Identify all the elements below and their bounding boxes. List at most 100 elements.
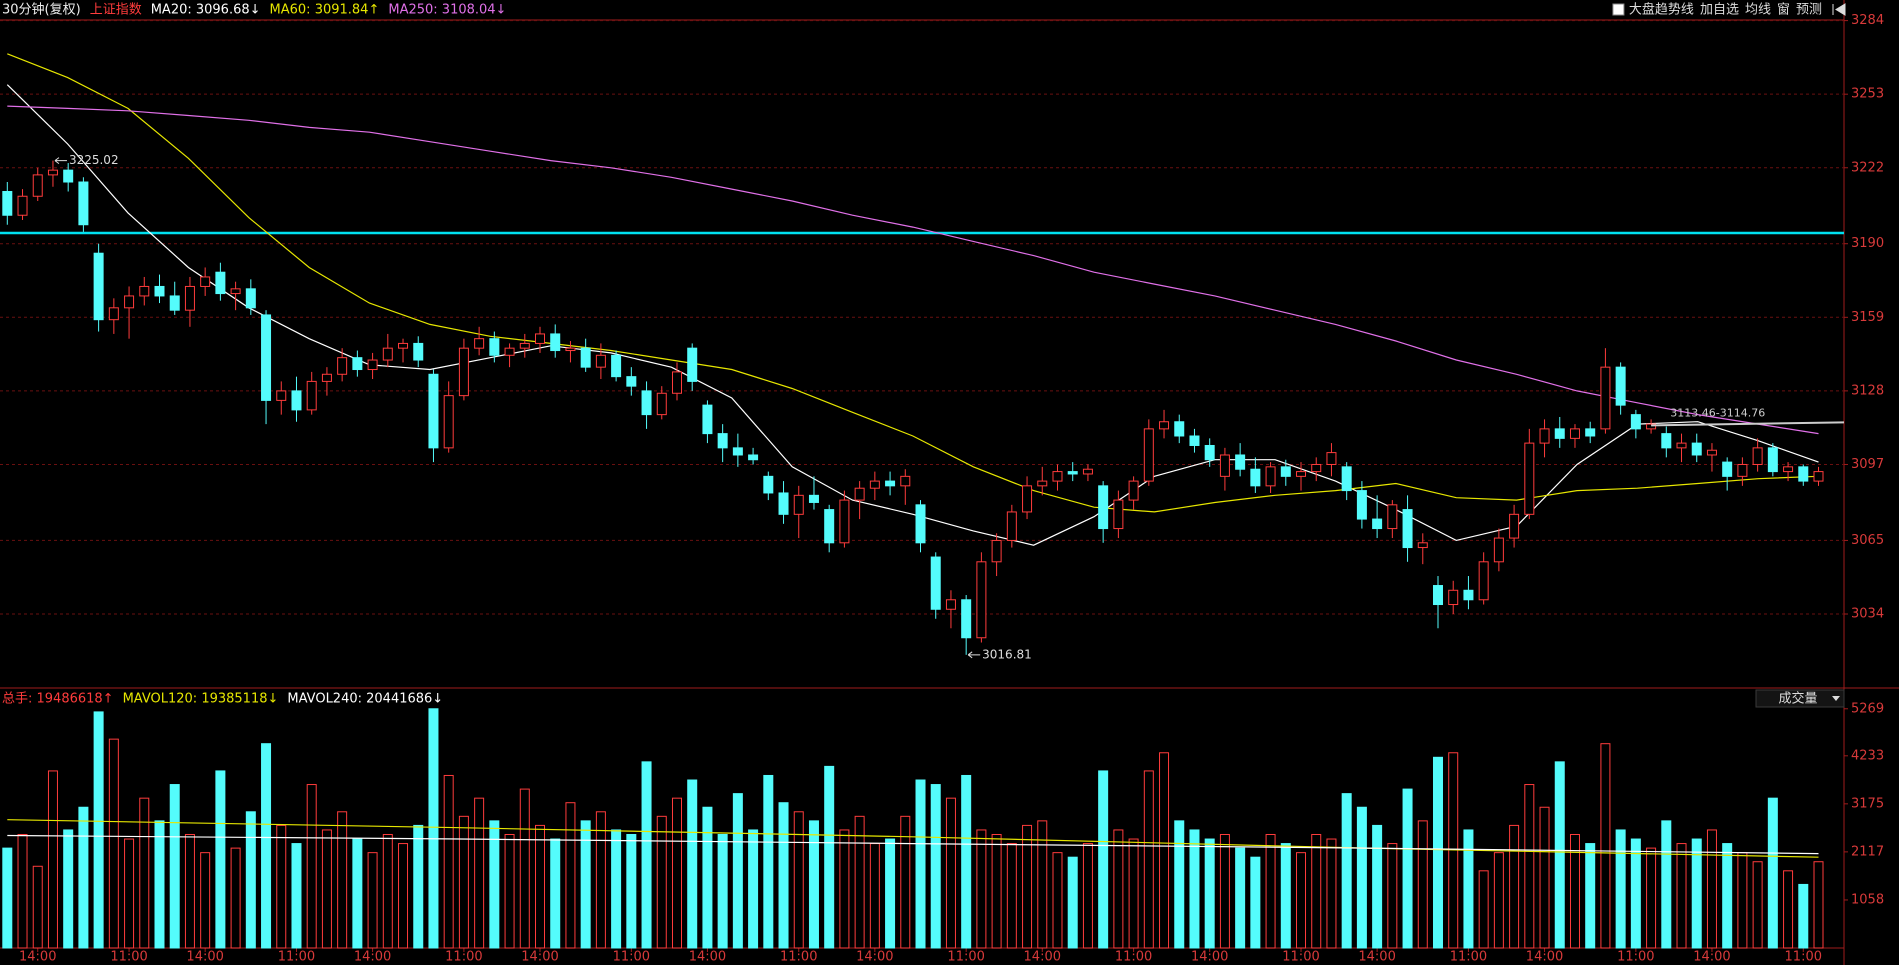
y-tick-label: 1058 [1851, 892, 1884, 907]
candle-body [1554, 428, 1565, 439]
volume-bar [1265, 833, 1276, 949]
volume-bar [1478, 870, 1489, 949]
x-tick-label: 14:00 [1693, 950, 1730, 965]
candle-body [611, 354, 622, 378]
volume-bar [991, 833, 1002, 949]
x-tick-label: 11:00 [445, 950, 482, 965]
dropdown-arrow[interactable] [1832, 696, 1840, 701]
candle-body [1722, 461, 1733, 477]
candle-body [276, 390, 287, 401]
volume-bar [900, 815, 911, 949]
volume-bar [1250, 856, 1261, 949]
candle-body [930, 556, 941, 610]
candle-body [1463, 589, 1474, 601]
volume-bar [428, 708, 439, 949]
candle-body [1767, 447, 1778, 473]
legend-entry: MA250: 3108.04↓ [388, 3, 506, 18]
candle-body [1022, 485, 1033, 513]
candle-body [1630, 414, 1641, 430]
candle-body [458, 347, 469, 397]
toolbar-button[interactable]: 大盘趋势线 [1629, 2, 1694, 18]
candle-body [1159, 421, 1170, 430]
indicator-selector[interactable] [1755, 689, 1845, 708]
toolbar-button[interactable]: 窗 [1777, 2, 1790, 18]
candle-body [245, 288, 256, 309]
x-tick-label: 14:00 [1191, 950, 1228, 965]
candle-body [1539, 428, 1550, 444]
volume-bar [1767, 797, 1778, 949]
volume-bar [367, 852, 378, 949]
x-tick-label: 11:00 [1617, 950, 1654, 965]
volume-bar [1372, 824, 1383, 949]
candle-body [839, 499, 850, 544]
candle-body [945, 599, 956, 610]
y-tick-label: 2117 [1851, 844, 1884, 859]
candle-body [1569, 428, 1580, 439]
candle-body [748, 454, 759, 461]
indicator-selector-label[interactable]: 成交量 [1778, 691, 1817, 707]
volume-bar [961, 774, 972, 949]
candle-body [550, 333, 561, 352]
candle-body [504, 347, 515, 356]
volume-bar [1022, 824, 1033, 949]
x-tick-label: 11:00 [1115, 950, 1152, 965]
volume-bar [169, 784, 180, 949]
candle-body [382, 347, 393, 361]
volume-bar [1280, 843, 1291, 949]
candle-body [200, 276, 211, 287]
x-tick-label: 11:00 [947, 950, 984, 965]
candle-body [1432, 585, 1443, 606]
candle-body [1478, 561, 1489, 601]
candle-body [1798, 466, 1809, 482]
collapse-icon[interactable] [1832, 3, 1846, 16]
volume-bar [869, 843, 880, 949]
candle-body [1296, 471, 1307, 477]
candle-body [1311, 463, 1322, 473]
y-tick-label: 3159 [1851, 310, 1884, 325]
volume-bar [93, 711, 104, 949]
x-tick-label: 14:00 [1358, 950, 1395, 965]
y-tick-label: 3097 [1851, 457, 1884, 472]
candle-body [306, 380, 317, 411]
candle-body [1676, 442, 1687, 449]
candle-body [519, 342, 530, 349]
candle-body [1661, 433, 1672, 449]
volume-bar [443, 774, 454, 949]
candle-body [900, 475, 911, 487]
volume-bar [276, 824, 287, 949]
volume-bar [47, 770, 58, 949]
volume-bar [1067, 856, 1078, 949]
candle-body [1783, 466, 1794, 473]
legend-entry: 总手: 19486618↑ [2, 692, 114, 707]
candle-body [1402, 509, 1413, 549]
candle-body [808, 494, 819, 503]
volume-bar [63, 829, 74, 949]
volume-bar [458, 815, 469, 949]
candle-body [1265, 466, 1276, 487]
candle-body [1524, 442, 1535, 515]
volume-bar [32, 865, 43, 949]
volume-bar [1128, 838, 1139, 949]
legend-entry: MA60: 3091.84↑ [270, 3, 380, 18]
volume-bar [1235, 847, 1246, 949]
candle-body [1448, 589, 1459, 606]
toolbar-button[interactable]: 加自选 [1700, 3, 1739, 18]
volume-bar [580, 820, 591, 949]
candle-body [443, 395, 454, 449]
toolbar-button[interactable]: 均线 [1745, 3, 1771, 18]
volume-bar [824, 765, 835, 949]
volume-bar [641, 761, 652, 949]
checkbox[interactable] [1612, 3, 1625, 16]
candle-body [1235, 454, 1246, 470]
volume-bar [626, 833, 637, 949]
toolbar-button[interactable]: 预测 [1796, 3, 1822, 18]
candle-body [1143, 428, 1154, 482]
y-tick-label: 3128 [1851, 383, 1884, 398]
x-tick-label: 14:00 [856, 950, 893, 965]
candle-body [63, 169, 74, 183]
candle-body [595, 354, 606, 368]
volume-bar [1722, 843, 1733, 949]
candle-body [261, 314, 272, 401]
volume-bar [1082, 843, 1093, 949]
